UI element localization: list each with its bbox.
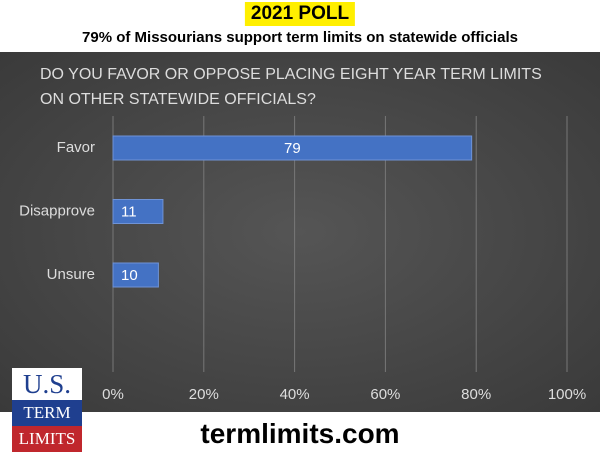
y-tick-label: Favor [57, 139, 95, 156]
logo-line: LIMITS [12, 426, 82, 452]
value-label: 11 [121, 203, 137, 220]
chart-panel [0, 52, 600, 412]
y-tick-label: Disapprove [19, 202, 95, 219]
x-tick-label: 80% [461, 386, 491, 403]
bar [112, 262, 159, 288]
logo-line: U.S. [22, 369, 71, 399]
bar [112, 199, 164, 224]
x-tick-label: 0% [102, 386, 124, 403]
value-label: 79 [284, 140, 301, 157]
logo: U.S. TERM LIMITS [12, 368, 82, 452]
chart-title: DO YOU FAVOR OR OPPOSE PLACING EIGHT YEA… [40, 66, 542, 108]
footer-url: termlimits.com [200, 418, 400, 449]
x-tick-label: 40% [280, 386, 310, 403]
x-tick-label: 60% [370, 386, 400, 403]
value-label: 10 [121, 267, 138, 284]
x-tick-label: 20% [189, 386, 219, 403]
poll-badge: 2021 POLL [244, 2, 356, 26]
y-tick-label: Unsure [47, 266, 95, 283]
bar [112, 135, 473, 161]
logo-line: TERM [12, 400, 82, 426]
x-tick-label: 100% [548, 386, 586, 403]
subtitle: 79% of Missourians support term limits o… [82, 29, 518, 46]
